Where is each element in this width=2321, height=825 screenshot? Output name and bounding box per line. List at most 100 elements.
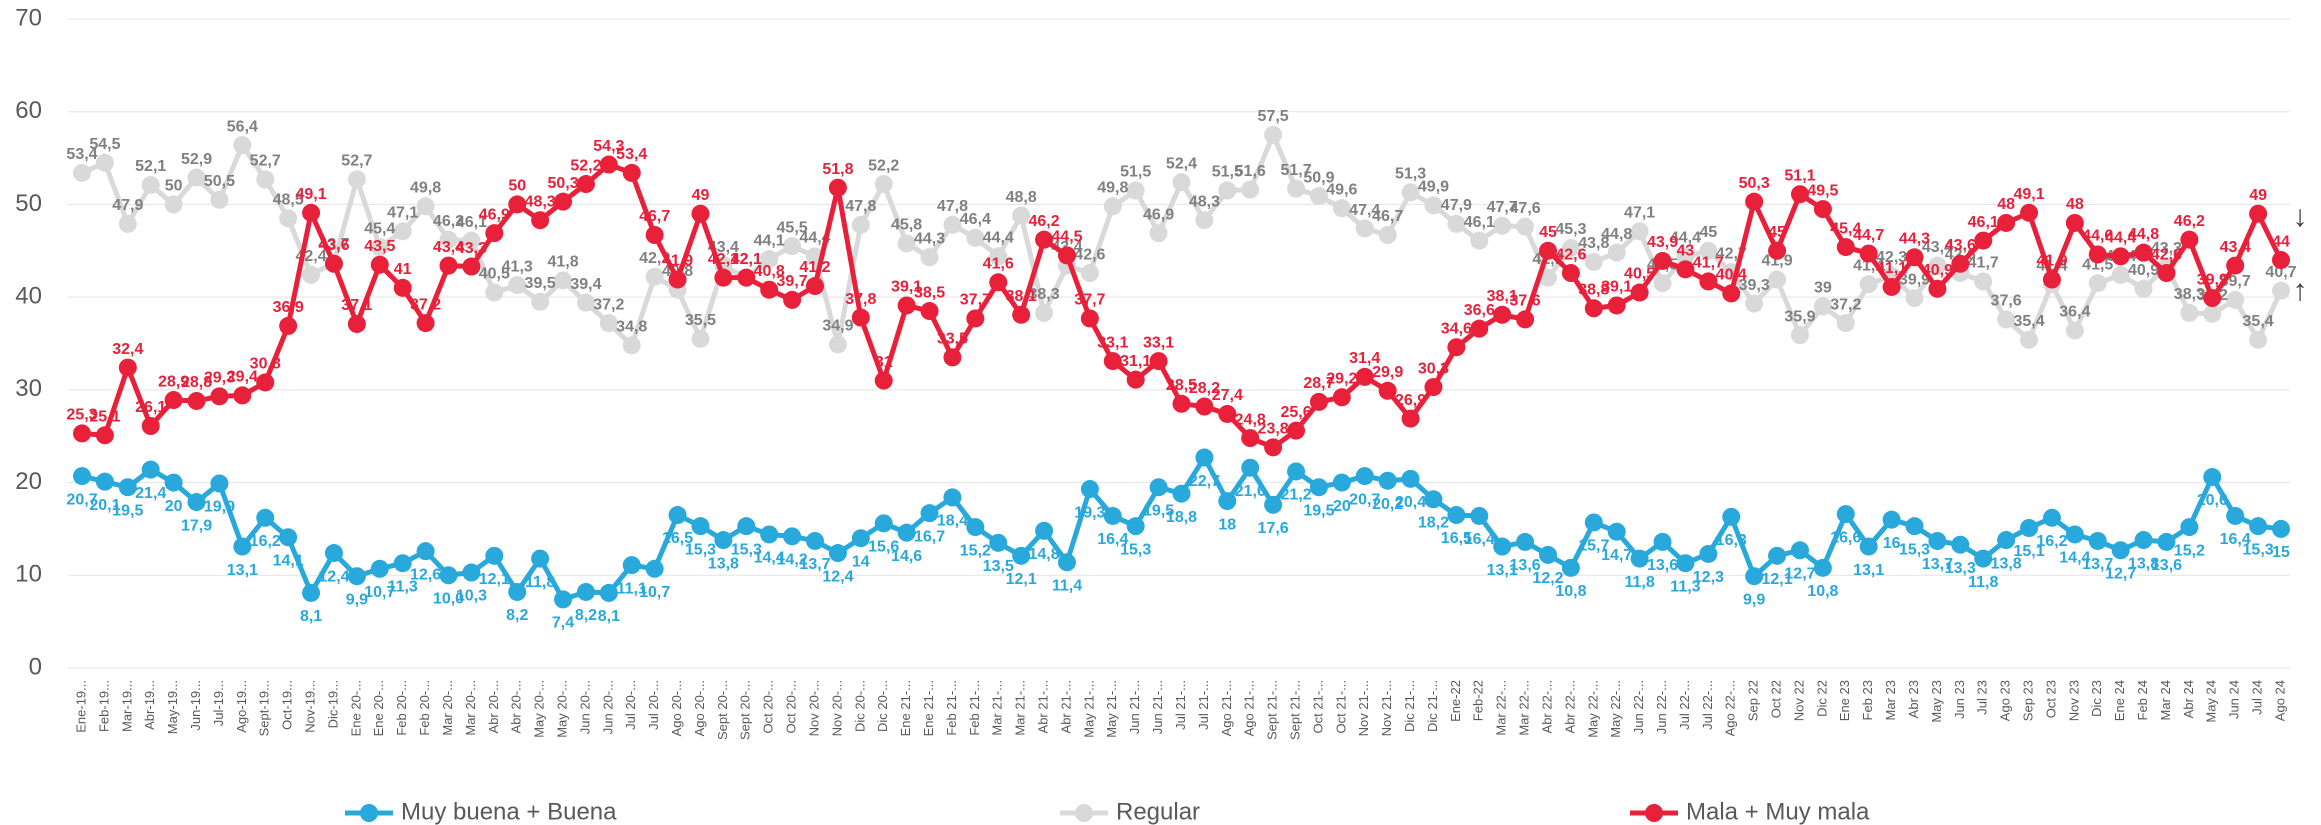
data-label: 13,5 (983, 558, 1014, 575)
data-point (828, 178, 847, 197)
data-point (943, 348, 962, 367)
data-label: 40,5 (1624, 266, 1655, 283)
data-label: 45 (1699, 224, 1717, 241)
data-label: 41,9 (2036, 253, 2067, 270)
legend-label: Regular (1116, 798, 1200, 825)
data-label: 47,4 (1349, 202, 1380, 219)
data-point (485, 283, 504, 302)
data-point (1813, 200, 1832, 219)
data-label: 49 (692, 187, 710, 204)
data-label: 10,8 (1555, 583, 1586, 600)
data-label: 13,7 (1922, 556, 1953, 573)
data-point (1470, 231, 1489, 250)
data-point (1080, 264, 1099, 283)
data-point (370, 255, 389, 274)
data-point (1951, 535, 1970, 554)
data-point (1745, 294, 1764, 313)
data-point (1057, 246, 1076, 265)
data-point (1928, 531, 1947, 550)
data-point (599, 314, 618, 333)
data-point (1401, 469, 1420, 488)
data-point (187, 391, 206, 410)
data-point (966, 518, 985, 537)
data-label: 27,4 (1212, 387, 1243, 404)
data-label: 37,2 (410, 296, 441, 313)
data-label: 50,9 (1303, 169, 1334, 186)
x-tick-label: Dic 21-... (1402, 680, 1417, 732)
data-label: 13,1 (1853, 562, 1884, 579)
data-point (1745, 567, 1764, 586)
data-label: 16 (1883, 535, 1901, 552)
data-point (2249, 330, 2268, 349)
data-label: 48,3 (1189, 193, 1220, 210)
data-point (828, 544, 847, 563)
x-tick-label: Jun 21-... (1150, 680, 1165, 734)
data-point (897, 523, 916, 542)
data-point (118, 478, 137, 497)
data-label: 15,2 (2174, 542, 2205, 559)
data-point (1057, 553, 1076, 572)
data-label: 40,9 (1922, 262, 1953, 279)
data-point (1859, 275, 1878, 294)
data-label: 18,8 (1166, 509, 1197, 526)
data-point (1012, 305, 1031, 324)
data-label: 37,2 (593, 296, 624, 313)
x-tick-label: Sept 21-... (1287, 680, 1302, 740)
data-label: 28,7 (1303, 375, 1334, 392)
x-tick-label: Ene 20-... (371, 680, 386, 736)
data-point (1149, 224, 1168, 243)
data-point (439, 256, 458, 275)
data-point (370, 559, 389, 578)
data-label: 16,3 (1716, 532, 1747, 549)
x-tick-label: Ago-19... (234, 680, 249, 733)
data-point (599, 583, 618, 602)
data-label: 40,9 (2128, 262, 2159, 279)
data-point (1332, 473, 1351, 492)
data-label: 38,5 (914, 284, 945, 301)
data-label: 37,8 (845, 291, 876, 308)
data-label: 46,4 (960, 211, 991, 228)
y-tick-label: 60 (15, 97, 42, 124)
data-label: 37,2 (1830, 296, 1861, 313)
x-tick-label: May 24 (2204, 680, 2219, 723)
data-point (2020, 203, 2039, 222)
data-label: 31,4 (1349, 350, 1380, 367)
data-label: 10,7 (364, 584, 395, 601)
data-point (279, 528, 298, 547)
x-tick-label: Sept 20-... (715, 680, 730, 740)
x-tick-label: Sept 21-... (1265, 680, 1280, 740)
data-label: 49 (2249, 187, 2267, 204)
data-point (1218, 404, 1237, 423)
data-point (1241, 429, 1260, 448)
data-label: 41,6 (983, 256, 1014, 273)
legend-marker (1075, 804, 1093, 822)
x-tick-label: May 23 (1929, 680, 1944, 723)
data-point (1103, 352, 1122, 371)
data-label: 44,4 (2105, 230, 2136, 247)
data-label: 14,6 (891, 548, 922, 565)
data-point (233, 386, 252, 405)
data-label: 38,8 (1578, 281, 1609, 298)
data-point (210, 387, 229, 406)
data-label: 50,3 (547, 175, 578, 192)
data-point (1355, 367, 1374, 386)
data-label: 13,8 (1991, 555, 2022, 572)
data-point (1607, 522, 1626, 541)
data-label: 34,8 (616, 319, 647, 336)
data-point (1974, 272, 1993, 291)
data-point (783, 527, 802, 546)
data-label: 48 (2066, 196, 2084, 213)
data-point (95, 153, 114, 172)
data-label: 13,6 (1647, 557, 1678, 574)
data-point (233, 136, 252, 155)
x-tick-label: Nov 20-... (829, 680, 844, 736)
data-point (1264, 438, 1283, 457)
data-point (1218, 492, 1237, 511)
data-point (2272, 281, 2290, 300)
data-point (233, 537, 252, 556)
data-point (1676, 247, 1695, 266)
data-label: 52,9 (181, 151, 212, 168)
x-tick-label: Oct 22 (1769, 680, 1784, 718)
x-tick-label: Mar 20-... (463, 680, 478, 736)
